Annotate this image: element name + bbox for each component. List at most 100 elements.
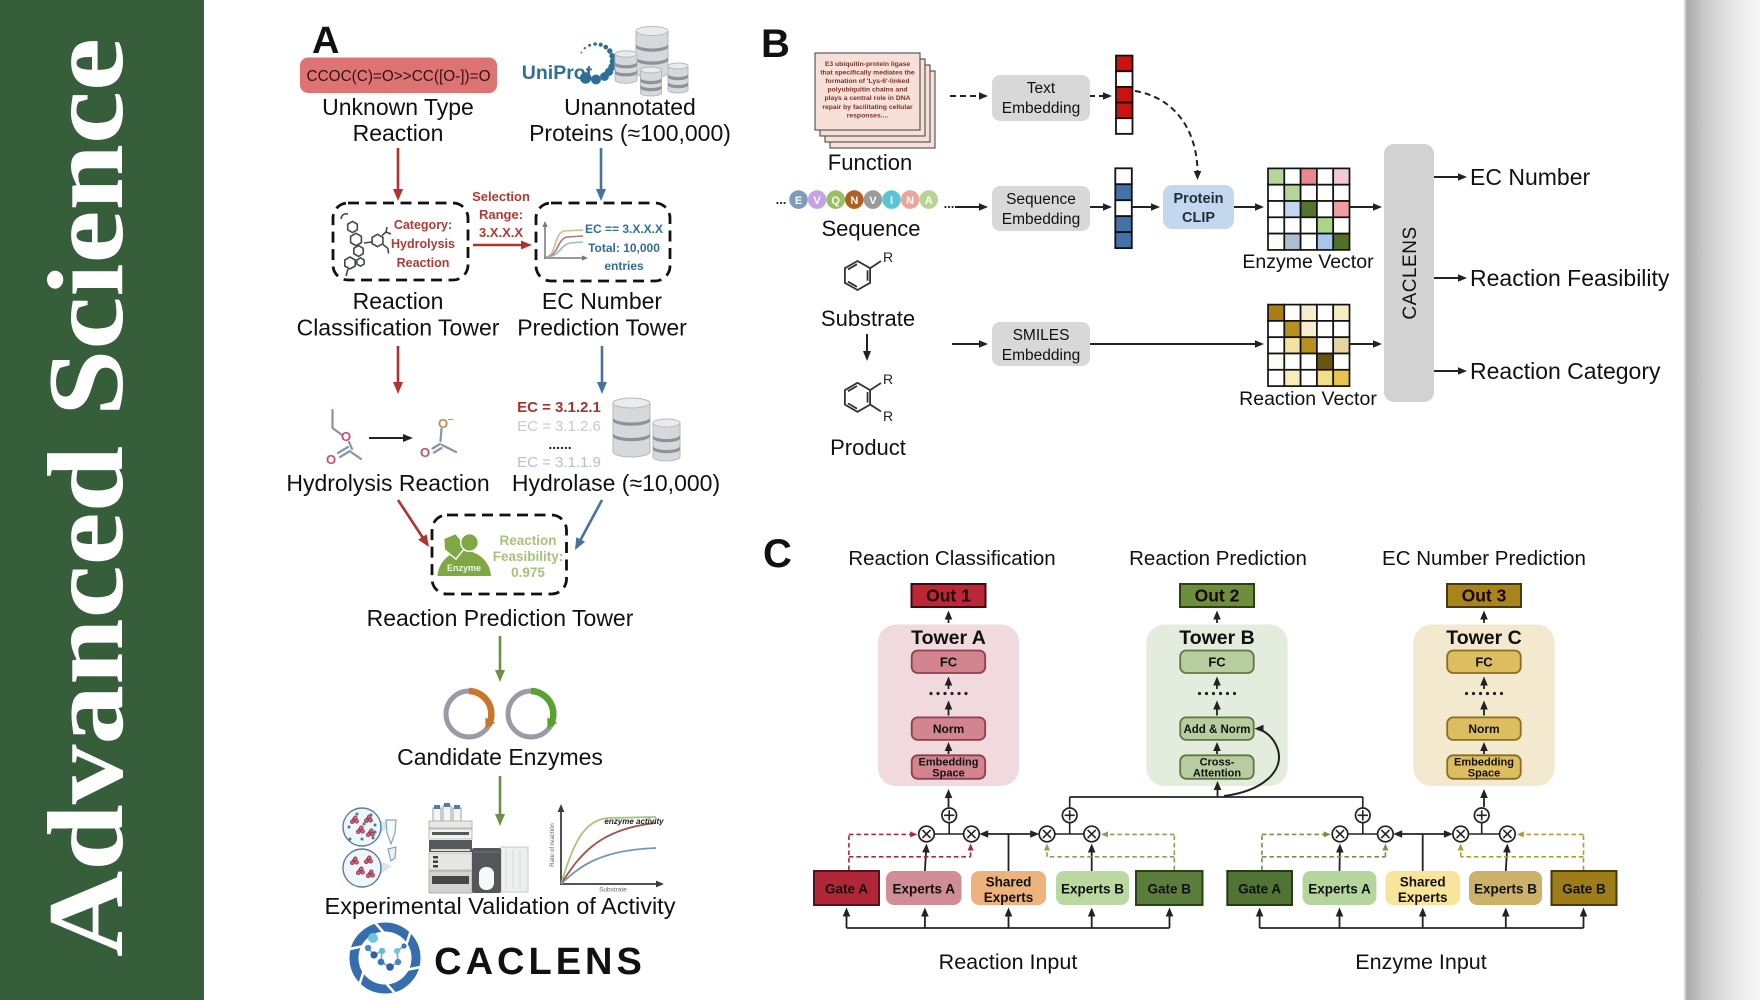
svg-text:Reaction Classification: Reaction Classification (848, 547, 1055, 570)
svg-text:Proteins (≈100,000): Proteins (≈100,000) (529, 120, 731, 146)
svg-text:Protein: Protein (1174, 191, 1224, 207)
svg-text:Rate of reaction: Rate of reaction (549, 823, 556, 867)
svg-text:Hydrolase (≈10,000): Hydrolase (≈10,000) (512, 470, 720, 496)
svg-text:N: N (906, 195, 914, 207)
svg-text:Enzyme Vector: Enzyme Vector (1242, 251, 1374, 273)
svg-text:Sequence: Sequence (1006, 191, 1076, 208)
svg-text:Total: 10,000: Total: 10,000 (588, 241, 660, 255)
svg-text:3.X.X.X: 3.X.X.X (479, 225, 523, 240)
svg-text:–: – (448, 414, 454, 425)
svg-text:...: ... (944, 196, 955, 211)
svg-text:Space: Space (1468, 768, 1500, 780)
svg-text:FC: FC (940, 655, 958, 670)
svg-text:O: O (341, 429, 351, 444)
svg-text:UniProt: UniProt (522, 62, 593, 84)
svg-text:Category:: Category: (394, 218, 452, 232)
svg-text:EC = 3.1.2.6: EC = 3.1.2.6 (517, 418, 601, 435)
svg-text:CCOC(C)=O>>CC([O-])=O: CCOC(C)=O>>CC([O-])=O (307, 68, 491, 85)
svg-text:CACLENS: CACLENS (434, 941, 646, 983)
svg-text:Gate A: Gate A (1238, 882, 1281, 897)
svg-text:SMILES: SMILES (1013, 327, 1070, 344)
svg-text:Attention: Attention (1193, 768, 1242, 780)
svg-text:Hydrolysis Reaction: Hydrolysis Reaction (286, 470, 489, 496)
svg-text:B: B (761, 22, 790, 66)
svg-text:Advanced Science: Advanced Science (27, 38, 146, 957)
svg-text:Experts: Experts (984, 890, 1034, 905)
svg-text:Product: Product (830, 435, 906, 460)
svg-text:O: O (420, 445, 430, 460)
svg-text:Reaction Prediction Tower: Reaction Prediction Tower (367, 605, 634, 631)
svg-text:Unannotated: Unannotated (564, 94, 696, 120)
svg-text:Reaction Input: Reaction Input (939, 950, 1078, 974)
svg-text:Experts B: Experts B (1061, 882, 1124, 897)
svg-text:V: V (813, 195, 821, 207)
svg-text:Prediction Tower: Prediction Tower (517, 315, 687, 341)
svg-text:Shared: Shared (986, 875, 1032, 890)
svg-text:Experimental Validation of Act: Experimental Validation of Activity (325, 893, 676, 919)
svg-text:Out 2: Out 2 (1195, 586, 1240, 606)
svg-text:EC = 3.1.1.9: EC = 3.1.1.9 (517, 454, 601, 471)
svg-text:O: O (438, 416, 448, 431)
svg-text:Reaction Category: Reaction Category (1470, 358, 1661, 384)
svg-text:Gate B: Gate B (1562, 882, 1606, 897)
svg-text:Add & Norm: Add & Norm (1183, 724, 1250, 736)
svg-text:I: I (890, 195, 893, 207)
svg-text:Out 1: Out 1 (926, 586, 971, 606)
svg-text:Candidate Enzymes: Candidate Enzymes (397, 744, 603, 770)
svg-text:enzyme activity: enzyme activity (604, 817, 664, 826)
svg-text:Norm: Norm (1468, 722, 1499, 736)
svg-text:Q: Q (831, 195, 840, 207)
svg-text:polyubiquitin chains and: polyubiquitin chains and (827, 87, 907, 94)
svg-text:formation of 'Lys-6'-linked: formation of 'Lys-6'-linked (825, 78, 909, 85)
svg-text:Embedding: Embedding (1002, 347, 1080, 364)
svg-text:plays a central role in DNA: plays a central role in DNA (824, 95, 910, 102)
svg-text:Tower C: Tower C (1446, 627, 1521, 649)
svg-text:CACLENS: CACLENS (1400, 226, 1421, 319)
svg-text:R: R (883, 249, 893, 265)
svg-text:Embedding: Embedding (919, 757, 979, 769)
svg-text:Reaction: Reaction (353, 120, 444, 146)
svg-text:Substrate: Substrate (821, 306, 915, 331)
svg-text:C: C (763, 532, 792, 576)
svg-text:Embedding: Embedding (1002, 211, 1080, 228)
svg-text:R: R (883, 371, 893, 387)
svg-text:Hydrolysis: Hydrolysis (391, 237, 455, 251)
svg-text:Classification Tower: Classification Tower (297, 315, 500, 341)
svg-text:EC Number: EC Number (1470, 164, 1590, 190)
svg-text:Enzyme Input: Enzyme Input (1355, 950, 1486, 974)
svg-text:Unknown Type: Unknown Type (322, 94, 474, 120)
svg-text:Cross-: Cross- (1200, 757, 1235, 769)
svg-text:Reaction: Reaction (353, 288, 444, 314)
svg-text:responses....: responses.... (847, 112, 889, 119)
svg-text:O: O (326, 452, 336, 467)
svg-text:Range:: Range: (479, 207, 523, 222)
svg-text:Experts: Experts (1398, 890, 1448, 905)
svg-text:Feasibility:: Feasibility: (493, 549, 564, 564)
svg-text:......: ...... (548, 436, 571, 452)
svg-text:0.975: 0.975 (511, 565, 545, 580)
svg-text:Function: Function (828, 150, 912, 175)
svg-text:E: E (795, 195, 802, 207)
svg-text:EC Number Prediction: EC Number Prediction (1382, 547, 1586, 570)
svg-text:Reaction Prediction: Reaction Prediction (1129, 547, 1307, 570)
svg-text:Embedding: Embedding (1454, 757, 1514, 769)
svg-text:Gate B: Gate B (1147, 882, 1191, 897)
svg-text:Sequence: Sequence (821, 216, 920, 241)
svg-text:Embedding: Embedding (1002, 100, 1080, 117)
svg-text:Reaction Vector: Reaction Vector (1239, 388, 1377, 410)
svg-text:R: R (883, 408, 893, 424)
svg-text:CLIP: CLIP (1182, 210, 1215, 226)
svg-text:Tower A: Tower A (911, 627, 986, 649)
svg-text:entries: entries (604, 259, 644, 273)
svg-text:Gate A: Gate A (825, 882, 868, 897)
svg-text:that specifically mediates the: that specifically mediates the (820, 70, 915, 77)
svg-text:Reaction: Reaction (397, 256, 450, 270)
svg-text:Enzyme: Enzyme (447, 563, 481, 573)
svg-text:Space: Space (932, 768, 964, 780)
svg-text:A: A (925, 195, 933, 207)
svg-text:V: V (869, 195, 877, 207)
svg-text:Text: Text (1027, 80, 1056, 97)
svg-text:FC: FC (1475, 655, 1493, 670)
svg-text:EC = 3.1.2.1: EC = 3.1.2.1 (517, 399, 601, 416)
svg-text:Experts A: Experts A (1308, 882, 1371, 897)
